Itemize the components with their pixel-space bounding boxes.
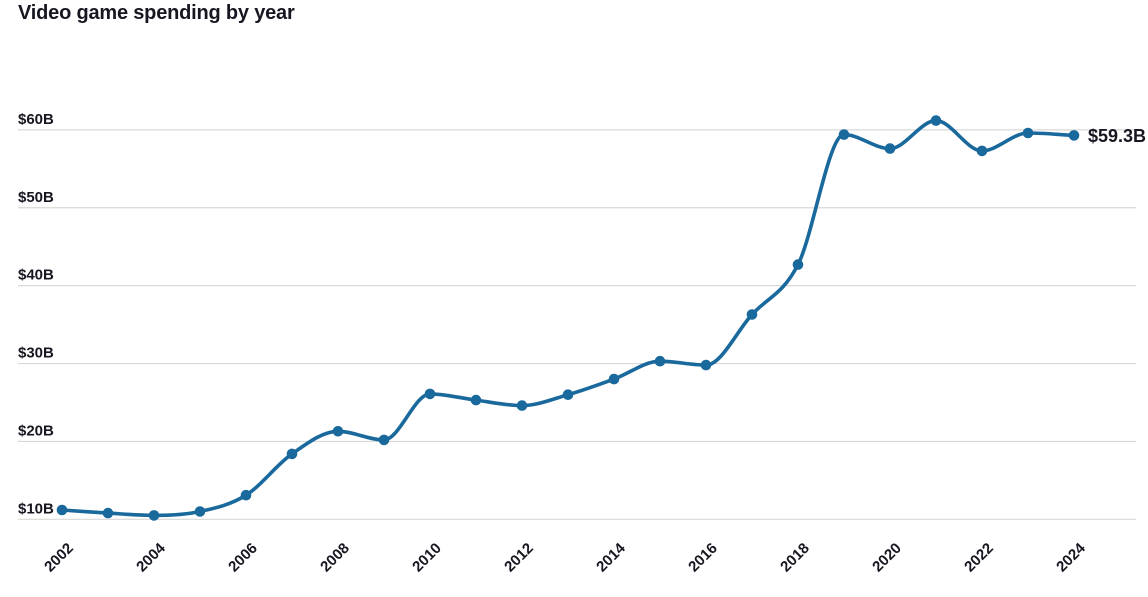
data-point — [332, 426, 344, 437]
data-point — [1068, 130, 1080, 141]
data-point — [424, 388, 436, 400]
data-point — [700, 359, 712, 371]
chart-title: Video game spending by year — [18, 2, 295, 24]
x-tick-label: 2004 — [133, 539, 169, 575]
x-tick-label: 2010 — [409, 540, 445, 576]
data-point — [148, 510, 160, 521]
data-point — [838, 129, 850, 140]
data-point — [930, 115, 942, 126]
data-line — [60, 118, 1076, 518]
data-point — [608, 373, 620, 385]
x-tick-label: 2018 — [777, 540, 813, 576]
data-point — [102, 507, 114, 519]
x-tick-label: 2012 — [501, 540, 537, 576]
x-tick-label: 2022 — [961, 540, 997, 576]
y-tick-label: $10B — [18, 500, 54, 517]
data-point — [976, 145, 988, 157]
data-point — [56, 504, 68, 516]
data-point — [562, 389, 574, 401]
data-point — [792, 259, 804, 270]
data-point — [746, 309, 758, 320]
x-tick-label: 2016 — [685, 540, 721, 576]
x-tick-label: 2006 — [225, 540, 261, 576]
data-point — [1022, 127, 1034, 139]
data-point — [470, 394, 482, 406]
y-tick-label: $60B — [18, 111, 54, 128]
data-point — [286, 448, 298, 460]
data-point — [516, 400, 528, 411]
y-tick-label: $30B — [18, 345, 54, 362]
x-tick-label: 2002 — [41, 540, 77, 576]
data-point — [240, 489, 252, 501]
x-tick-label: 2020 — [869, 540, 905, 576]
x-tick-label: 2014 — [593, 539, 629, 575]
x-tick-label: 2008 — [317, 540, 353, 576]
data-point — [654, 355, 666, 367]
y-tick-label: $50B — [18, 189, 54, 206]
end-value-label: $59.3B — [1088, 126, 1146, 146]
data-point — [378, 434, 390, 446]
data-point — [194, 506, 206, 517]
y-tick-label: $40B — [18, 267, 54, 284]
x-tick-label: 2024 — [1053, 539, 1089, 575]
data-point — [884, 143, 896, 154]
y-tick-label: $20B — [18, 422, 54, 439]
